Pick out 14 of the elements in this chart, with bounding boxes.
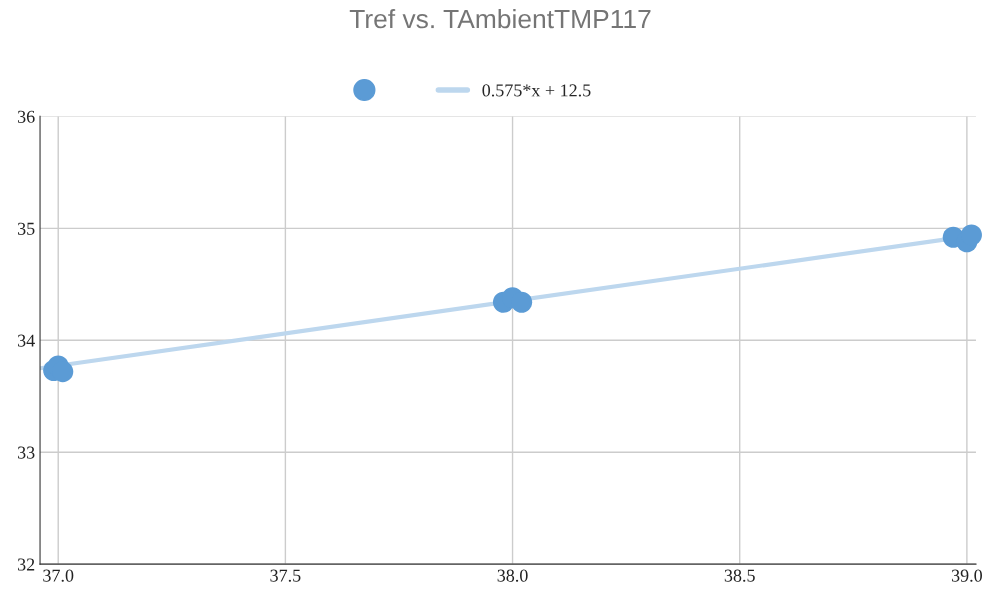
x-tick-label: 38.0 bbox=[497, 569, 528, 582]
point bbox=[511, 291, 533, 313]
y-tick-label: 33 bbox=[17, 446, 35, 459]
x-tick-label: 37.5 bbox=[270, 569, 301, 582]
x-tick-label: 37.0 bbox=[43, 569, 74, 582]
y-tick-label: 34 bbox=[17, 334, 35, 347]
y-tick-label: 35 bbox=[17, 222, 35, 235]
y-tick-label: 32 bbox=[17, 558, 35, 571]
x-tick-label: 38.5 bbox=[724, 569, 755, 582]
point bbox=[960, 224, 982, 246]
chart-title: Tref vs. TAmbientTMP117 bbox=[349, 8, 651, 29]
y-tick-label: 36 bbox=[17, 110, 35, 123]
x-tick-label: 39.0 bbox=[951, 569, 982, 582]
legend-label: 0.575*x + 12.5 bbox=[482, 84, 591, 97]
